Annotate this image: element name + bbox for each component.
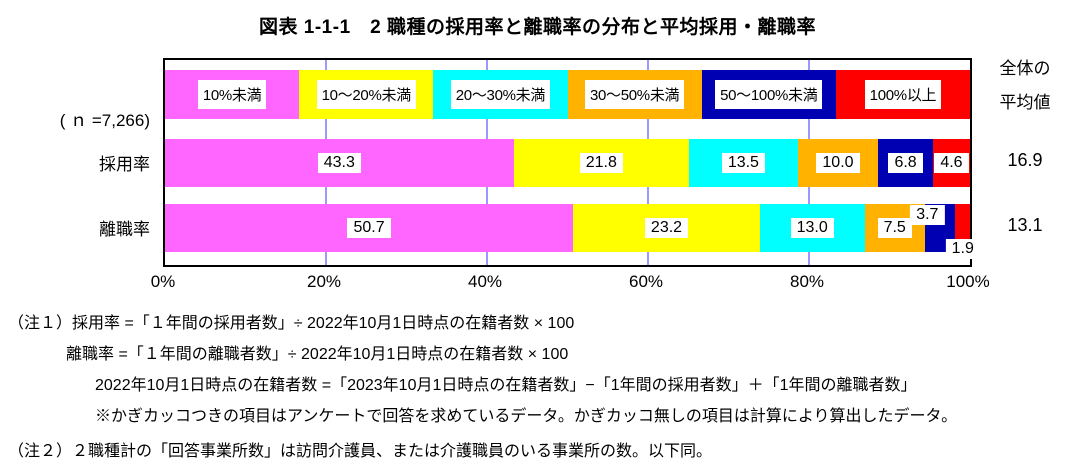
- segment-value-label: 3.7: [910, 205, 945, 225]
- segment-value-label: 7.5: [877, 218, 912, 238]
- row-label-hiring-rate: 採用率: [99, 155, 150, 174]
- segment-離職率-20〜30%未満: 13.0: [759, 204, 865, 252]
- average-value-turnover: 13.1: [1007, 215, 1043, 235]
- legend-item-1: 10〜20%未満: [299, 70, 434, 119]
- segment-離職率-30〜50%未満: 7.5: [864, 204, 925, 252]
- plot-area: 10%未満 10〜20%未満 20〜30%未満 30〜50%未満 50〜100%未満 10…: [163, 58, 980, 267]
- legend-item-5: 100%以上: [835, 70, 971, 119]
- x-axis: 0% 20% 40% 60% 80% 100%: [151, 272, 990, 300]
- segment-採用率-10%未満: 43.3: [165, 139, 514, 187]
- figure-title: 図表 1-1-1 2 職種の採用率と離職率の分布と平均採用・離職率: [259, 17, 816, 38]
- segment-採用率-50〜100%未満: 6.8: [878, 139, 933, 187]
- legend-label: 10%未満: [197, 80, 267, 109]
- bar-離職率: 50.7 23.2 13.0 7.5 3.7 1.9: [165, 204, 980, 259]
- legend-item-4: 50〜100%未満: [701, 70, 836, 119]
- segment-value-label: 43.3: [317, 153, 361, 173]
- footnote-4: ※かぎカッコつきの項目はアンケートで回答を求めているデータ。かぎカッコ無しの項目…: [95, 408, 958, 425]
- row-label-turnover-rate: 離職率: [99, 220, 150, 239]
- legend-label: 30〜50%未満: [584, 80, 685, 109]
- segment-value-label: 6.8: [888, 153, 923, 173]
- segment-採用率-100%以上: 4.6: [932, 139, 970, 187]
- segment-value-label: 1.9: [945, 239, 980, 259]
- legend-item-3: 30〜50%未満: [567, 70, 702, 119]
- x-tick-0%: 0%: [150, 272, 176, 291]
- footnotes: （注１）採用率 =「１年間の採用者数」÷ 2022年10月1日時点の在籍者数 ×…: [0, 308, 1075, 467]
- legend-label: 10〜20%未満: [316, 80, 416, 109]
- footnote-1: （注１）採用率 =「１年間の採用者数」÷ 2022年10月1日時点の在籍者数 ×…: [8, 315, 575, 332]
- footnote-2: 離職率 =「１年間の離職者数」÷ 2022年10月1日時点の在籍者数 × 100: [66, 346, 569, 363]
- x-tick-80%: 80%: [789, 272, 825, 291]
- legend-label: 20〜30%未満: [450, 80, 551, 109]
- x-tick-20%: 20%: [306, 272, 342, 291]
- legend: 10%未満 10〜20%未満 20〜30%未満 30〜50%未満 50〜100%未満 10…: [165, 70, 971, 119]
- x-tick-40%: 40%: [467, 272, 503, 291]
- x-tick-60%: 60%: [628, 272, 664, 291]
- average-column-header: 全体の 平均値: [975, 52, 1075, 120]
- legend-label: 50〜100%未満: [715, 80, 823, 109]
- segment-採用率-30〜50%未満: 10.0: [797, 139, 879, 187]
- segment-value-label: 23.2: [644, 218, 689, 238]
- average-header-line2: 平均値: [999, 93, 1051, 112]
- average-header-line1: 全体の: [999, 59, 1051, 78]
- sample-size-label: ( ｎ =7,266): [59, 111, 150, 130]
- segment-離職率-10%未満: 50.7: [165, 204, 574, 252]
- legend-item-0: 10%未満: [165, 70, 300, 119]
- segment-採用率-10〜20%未満: 21.8: [513, 139, 690, 187]
- segment-value-label: 4.6: [934, 153, 969, 173]
- segment-value-label: 13.0: [790, 218, 834, 238]
- segment-value-label: 10.0: [816, 153, 860, 173]
- segment-採用率-20〜30%未満: 13.5: [689, 139, 798, 187]
- segment-value-label: 13.5: [721, 153, 765, 173]
- bar-採用率: 43.3 21.8 13.5 10.0 6.8 4.6: [165, 139, 970, 187]
- legend-label: 100%以上: [864, 80, 942, 109]
- segment-value-label: 50.7: [347, 218, 391, 238]
- footnote-5: （注２）２職種計の「回答事業所数」は訪問介護員、または介護職員のいる事業所の数。…: [8, 443, 713, 460]
- footnote-3: 2022年10月1日時点の在籍者数 =「2023年10月1日時点の在籍者数」−「…: [95, 377, 917, 394]
- segment-value-label: 21.8: [579, 153, 623, 173]
- segment-離職率-10〜20%未満: 23.2: [573, 204, 760, 252]
- average-value-hiring: 16.9: [1007, 150, 1043, 170]
- legend-item-2: 20〜30%未満: [433, 70, 568, 119]
- chart-area: ( ｎ =7,266) 採用率 離職率 10%未満 10〜20%未満 20〜30%未…: [0, 44, 1075, 310]
- x-tick-100%: 100%: [946, 272, 990, 291]
